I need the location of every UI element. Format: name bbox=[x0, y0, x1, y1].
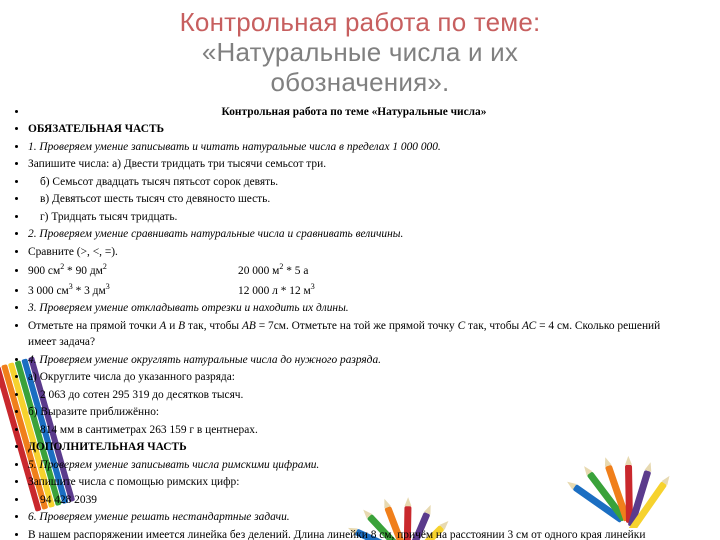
title-line-3: обозначения». bbox=[271, 67, 450, 97]
body-item: 4. Проверяем умение округлять натуральны… bbox=[28, 352, 680, 369]
body-item: 3 000 см3 * 3 дм312 000 л * 12 м3 bbox=[28, 281, 680, 299]
body-item: а) Округлите числа до указанного разряда… bbox=[28, 369, 680, 386]
slide-title: Контрольная работа по теме: «Натуральные… bbox=[30, 8, 690, 98]
body-item: Запишите числа с помощью римских цифр: bbox=[28, 474, 680, 491]
body-item: ДОПОЛНИТЕЛЬНАЯ ЧАСТЬ bbox=[28, 439, 680, 456]
title-line-2: «Натуральные числа и их bbox=[202, 37, 518, 67]
body-item: Контрольная работа по теме «Натуральные … bbox=[28, 104, 680, 121]
body-item: 2. Проверяем умение сравнивать натуральн… bbox=[28, 226, 680, 243]
title-line-1: Контрольная работа по теме: bbox=[180, 7, 541, 37]
body-item: 5. Проверяем умение записывать числа рим… bbox=[28, 457, 680, 474]
body-item: 3. Проверяем умение откладывать отрезки … bbox=[28, 300, 680, 317]
body-item: б) Выразите приближённо: bbox=[28, 404, 680, 421]
body-item: в) Девятьсот шесть тысяч сто девяносто ш… bbox=[28, 191, 680, 208]
body-item: Отметьте на прямой точки А и В так, чтоб… bbox=[28, 318, 680, 351]
body-item: 94 428 2039 bbox=[28, 492, 680, 509]
body-item: г) Тридцать тысяч тридцать. bbox=[28, 209, 680, 226]
body-item: Сравните (>, <, =). bbox=[28, 244, 680, 261]
body-item: 814 мм в сантиметрах 263 159 г в центнер… bbox=[28, 422, 680, 439]
body-item: 6. Проверяем умение решать нестандартные… bbox=[28, 509, 680, 526]
body-item: б) Семьсот двадцать тысяч пятьсот сорок … bbox=[28, 174, 680, 191]
body-list: Контрольная работа по теме «Натуральные … bbox=[28, 104, 720, 540]
body-item: Запишите числа: а) Двести тридцать три т… bbox=[28, 156, 680, 173]
body-item: 1. Проверяем умение записывать и читать … bbox=[28, 139, 680, 156]
body-item: 900 см2 * 90 дм220 000 м2 * 5 а bbox=[28, 261, 680, 279]
body-item: 2 063 до сотен 295 319 до десятков тысяч… bbox=[28, 387, 680, 404]
body-item: В нашем распоряжении имеется линейка без… bbox=[28, 527, 680, 540]
body-item: ОБЯЗАТЕЛЬНАЯ ЧАСТЬ bbox=[28, 121, 680, 138]
